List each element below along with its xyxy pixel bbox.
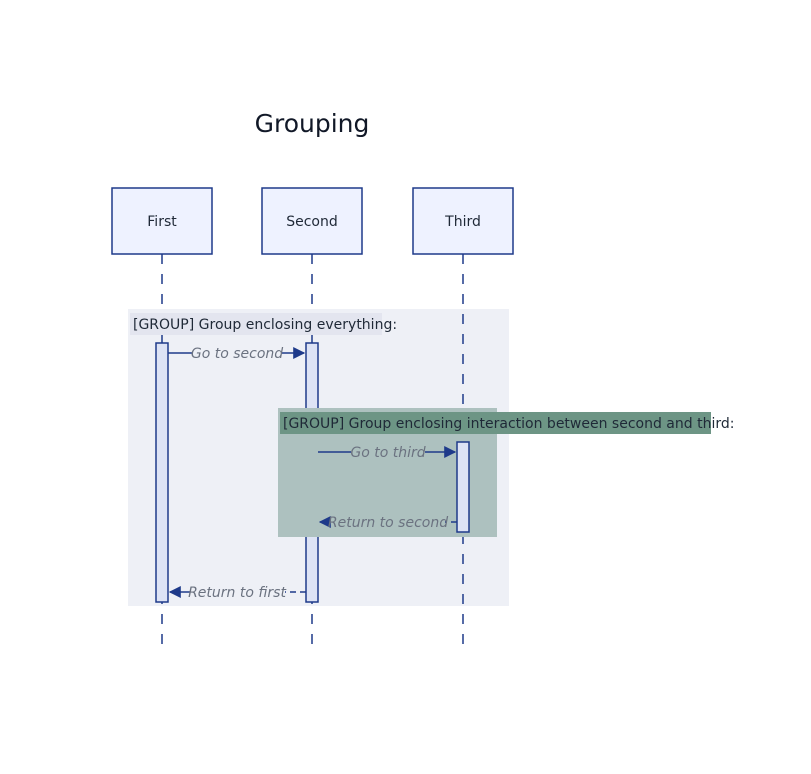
activation-first (155, 342, 169, 603)
actor-second-label: Second (286, 214, 338, 230)
message-return-to-first-label: Return to first (188, 585, 286, 601)
diagram-title: Grouping (255, 109, 370, 138)
group-outer-label: [GROUP] Group enclosing everything: (133, 317, 397, 333)
actor-first-label: First (147, 214, 177, 230)
group-inner-label: [GROUP] Group enclosing interaction betw… (283, 416, 734, 432)
message-go-to-third-label: Go to third (350, 445, 425, 461)
actor-third[interactable]: Third (412, 187, 514, 255)
actor-third-label: Third (444, 214, 481, 230)
message-go-to-second-label: Go to second (191, 346, 283, 362)
message-return-to-first[interactable]: Return to first (168, 585, 306, 601)
group-inner-label-bg (280, 412, 711, 434)
message-return-to-second-label: Return to second (328, 515, 448, 531)
actor-second[interactable]: Second (261, 187, 363, 255)
message-go-to-second[interactable]: Go to second (168, 346, 306, 362)
message-return-to-second[interactable]: Return to second (318, 515, 457, 531)
group-outer-label-bg (130, 313, 382, 335)
message-go-to-third[interactable]: Go to third (318, 445, 457, 461)
actor-first[interactable]: First (111, 187, 213, 255)
activation-third (456, 441, 470, 533)
